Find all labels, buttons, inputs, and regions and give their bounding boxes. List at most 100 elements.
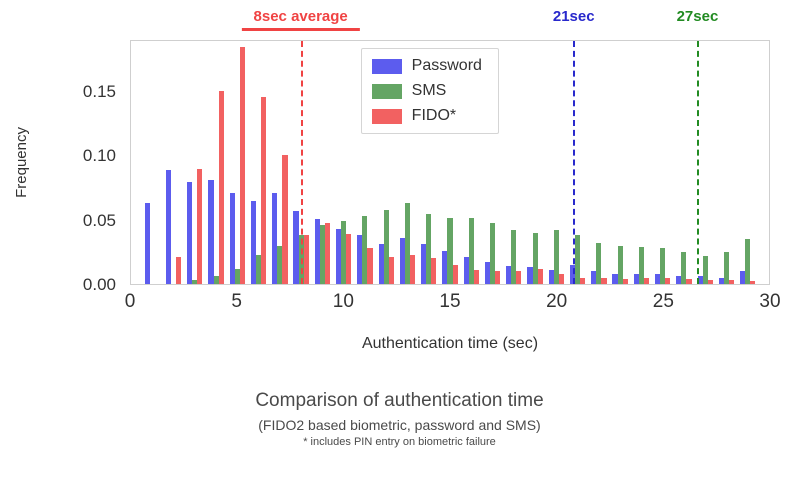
bar-password	[548, 269, 554, 284]
bar-sms	[702, 255, 708, 284]
bar-password	[250, 200, 257, 284]
bar-sms	[660, 248, 666, 284]
bar-password	[165, 170, 171, 284]
bar-fido	[431, 258, 437, 284]
bar-password	[229, 193, 235, 284]
x-tick-label: 10	[332, 291, 354, 312]
bar-fido	[452, 264, 458, 284]
bar-sms	[362, 216, 368, 284]
bar-password	[633, 273, 639, 284]
bar-password	[527, 267, 533, 284]
bar-fido	[558, 273, 564, 284]
bar-fido	[261, 97, 267, 284]
legend: Password SMS FIDO*	[360, 48, 499, 134]
bar-password	[612, 273, 618, 284]
bar-password	[314, 218, 320, 284]
x-tick-label: 15	[439, 291, 461, 312]
bar-sms	[213, 276, 219, 284]
x-axis-label: Authentication time (sec)	[361, 335, 539, 352]
bar-sms	[256, 254, 262, 284]
legend-item-label: FIDO*	[411, 107, 457, 124]
bar-sms	[681, 252, 687, 284]
bar-password	[272, 193, 278, 284]
bar-sms	[341, 221, 347, 284]
bar-sms	[596, 243, 602, 284]
average-line	[301, 41, 304, 284]
bar-password	[655, 273, 661, 284]
legend-item-label: SMS	[411, 82, 447, 99]
bar-fido	[601, 277, 607, 284]
bar-fido	[516, 271, 522, 284]
bar-password	[357, 235, 363, 284]
bar-sms	[192, 280, 198, 284]
bar-sms	[723, 252, 729, 284]
bar-fido	[580, 277, 586, 284]
bar-fido	[303, 235, 309, 284]
legend-item: SMS	[371, 82, 482, 100]
bar-fido	[282, 154, 288, 284]
bar-fido	[218, 90, 224, 284]
bar-password	[676, 276, 682, 284]
bar-fido	[729, 280, 735, 284]
bar-fido	[346, 234, 352, 284]
bar-fido	[665, 277, 671, 284]
bar-fido	[176, 257, 182, 284]
bar-password	[569, 264, 576, 284]
bar-password	[208, 180, 214, 284]
x-tick-label: 30	[759, 291, 781, 312]
bar-password	[378, 244, 384, 284]
bar-fido	[324, 222, 331, 284]
bar-fido	[750, 281, 756, 284]
legend-swatch	[371, 108, 402, 124]
bar-password	[293, 211, 299, 284]
annotation-label: 21sec	[552, 8, 595, 25]
x-tick-label: 0	[124, 291, 136, 312]
bar-sms	[489, 222, 496, 284]
y-tick-label: 0.10	[82, 146, 116, 166]
annotation-layer: 8sec average 21sec 27sec	[130, 2, 770, 38]
chart-subtitle: (FIDO2 based biometric, password and SMS…	[258, 417, 541, 433]
bar-password	[740, 271, 746, 284]
bar-fido	[686, 278, 692, 284]
bar-password	[144, 203, 150, 284]
bar-fido	[388, 257, 394, 284]
caption: Comparison of authentication time (FIDO2…	[0, 390, 799, 448]
bar-sms	[575, 235, 581, 284]
bar-sms	[447, 217, 453, 284]
y-tick-label: 0.00	[82, 275, 116, 294]
y-tick-labels: 0.00 0.05 0.10 0.15	[0, 40, 122, 294]
plot-area: Password SMS FIDO*	[130, 40, 770, 285]
bar-sms	[553, 230, 559, 284]
bar-sms	[234, 268, 240, 284]
annotation-label: 8sec average	[241, 8, 360, 31]
bar-sms	[277, 245, 283, 284]
average-line	[696, 41, 699, 284]
bar-password	[591, 271, 597, 284]
legend-swatch	[371, 83, 402, 99]
bar-sms	[532, 232, 538, 284]
x-tick-label: 25	[652, 291, 674, 312]
bar-password	[718, 277, 724, 284]
y-tick-label: 0.15	[82, 81, 116, 101]
bar-sms	[617, 245, 623, 284]
bar-password	[187, 181, 193, 284]
bar-sms	[638, 246, 644, 284]
bar-fido	[707, 280, 713, 284]
bar-password	[484, 262, 490, 284]
bar-password	[506, 266, 512, 284]
average-line	[573, 41, 576, 284]
bar-password	[697, 276, 703, 284]
bar-fido	[367, 248, 373, 284]
bar-fido	[537, 268, 543, 284]
bar-fido	[495, 271, 501, 284]
legend-swatch	[371, 58, 402, 74]
y-tick-label: 0.05	[82, 210, 116, 230]
bar-password	[442, 250, 448, 284]
x-tick-labels: 0 5 10 15 20 25 30	[125, 291, 781, 317]
bar-sms	[511, 230, 517, 284]
bar-password	[421, 244, 427, 284]
chart-title: Comparison of authentication time	[255, 390, 544, 411]
bar-sms	[383, 209, 389, 284]
bar-password	[463, 257, 469, 284]
bar-password	[399, 237, 405, 284]
